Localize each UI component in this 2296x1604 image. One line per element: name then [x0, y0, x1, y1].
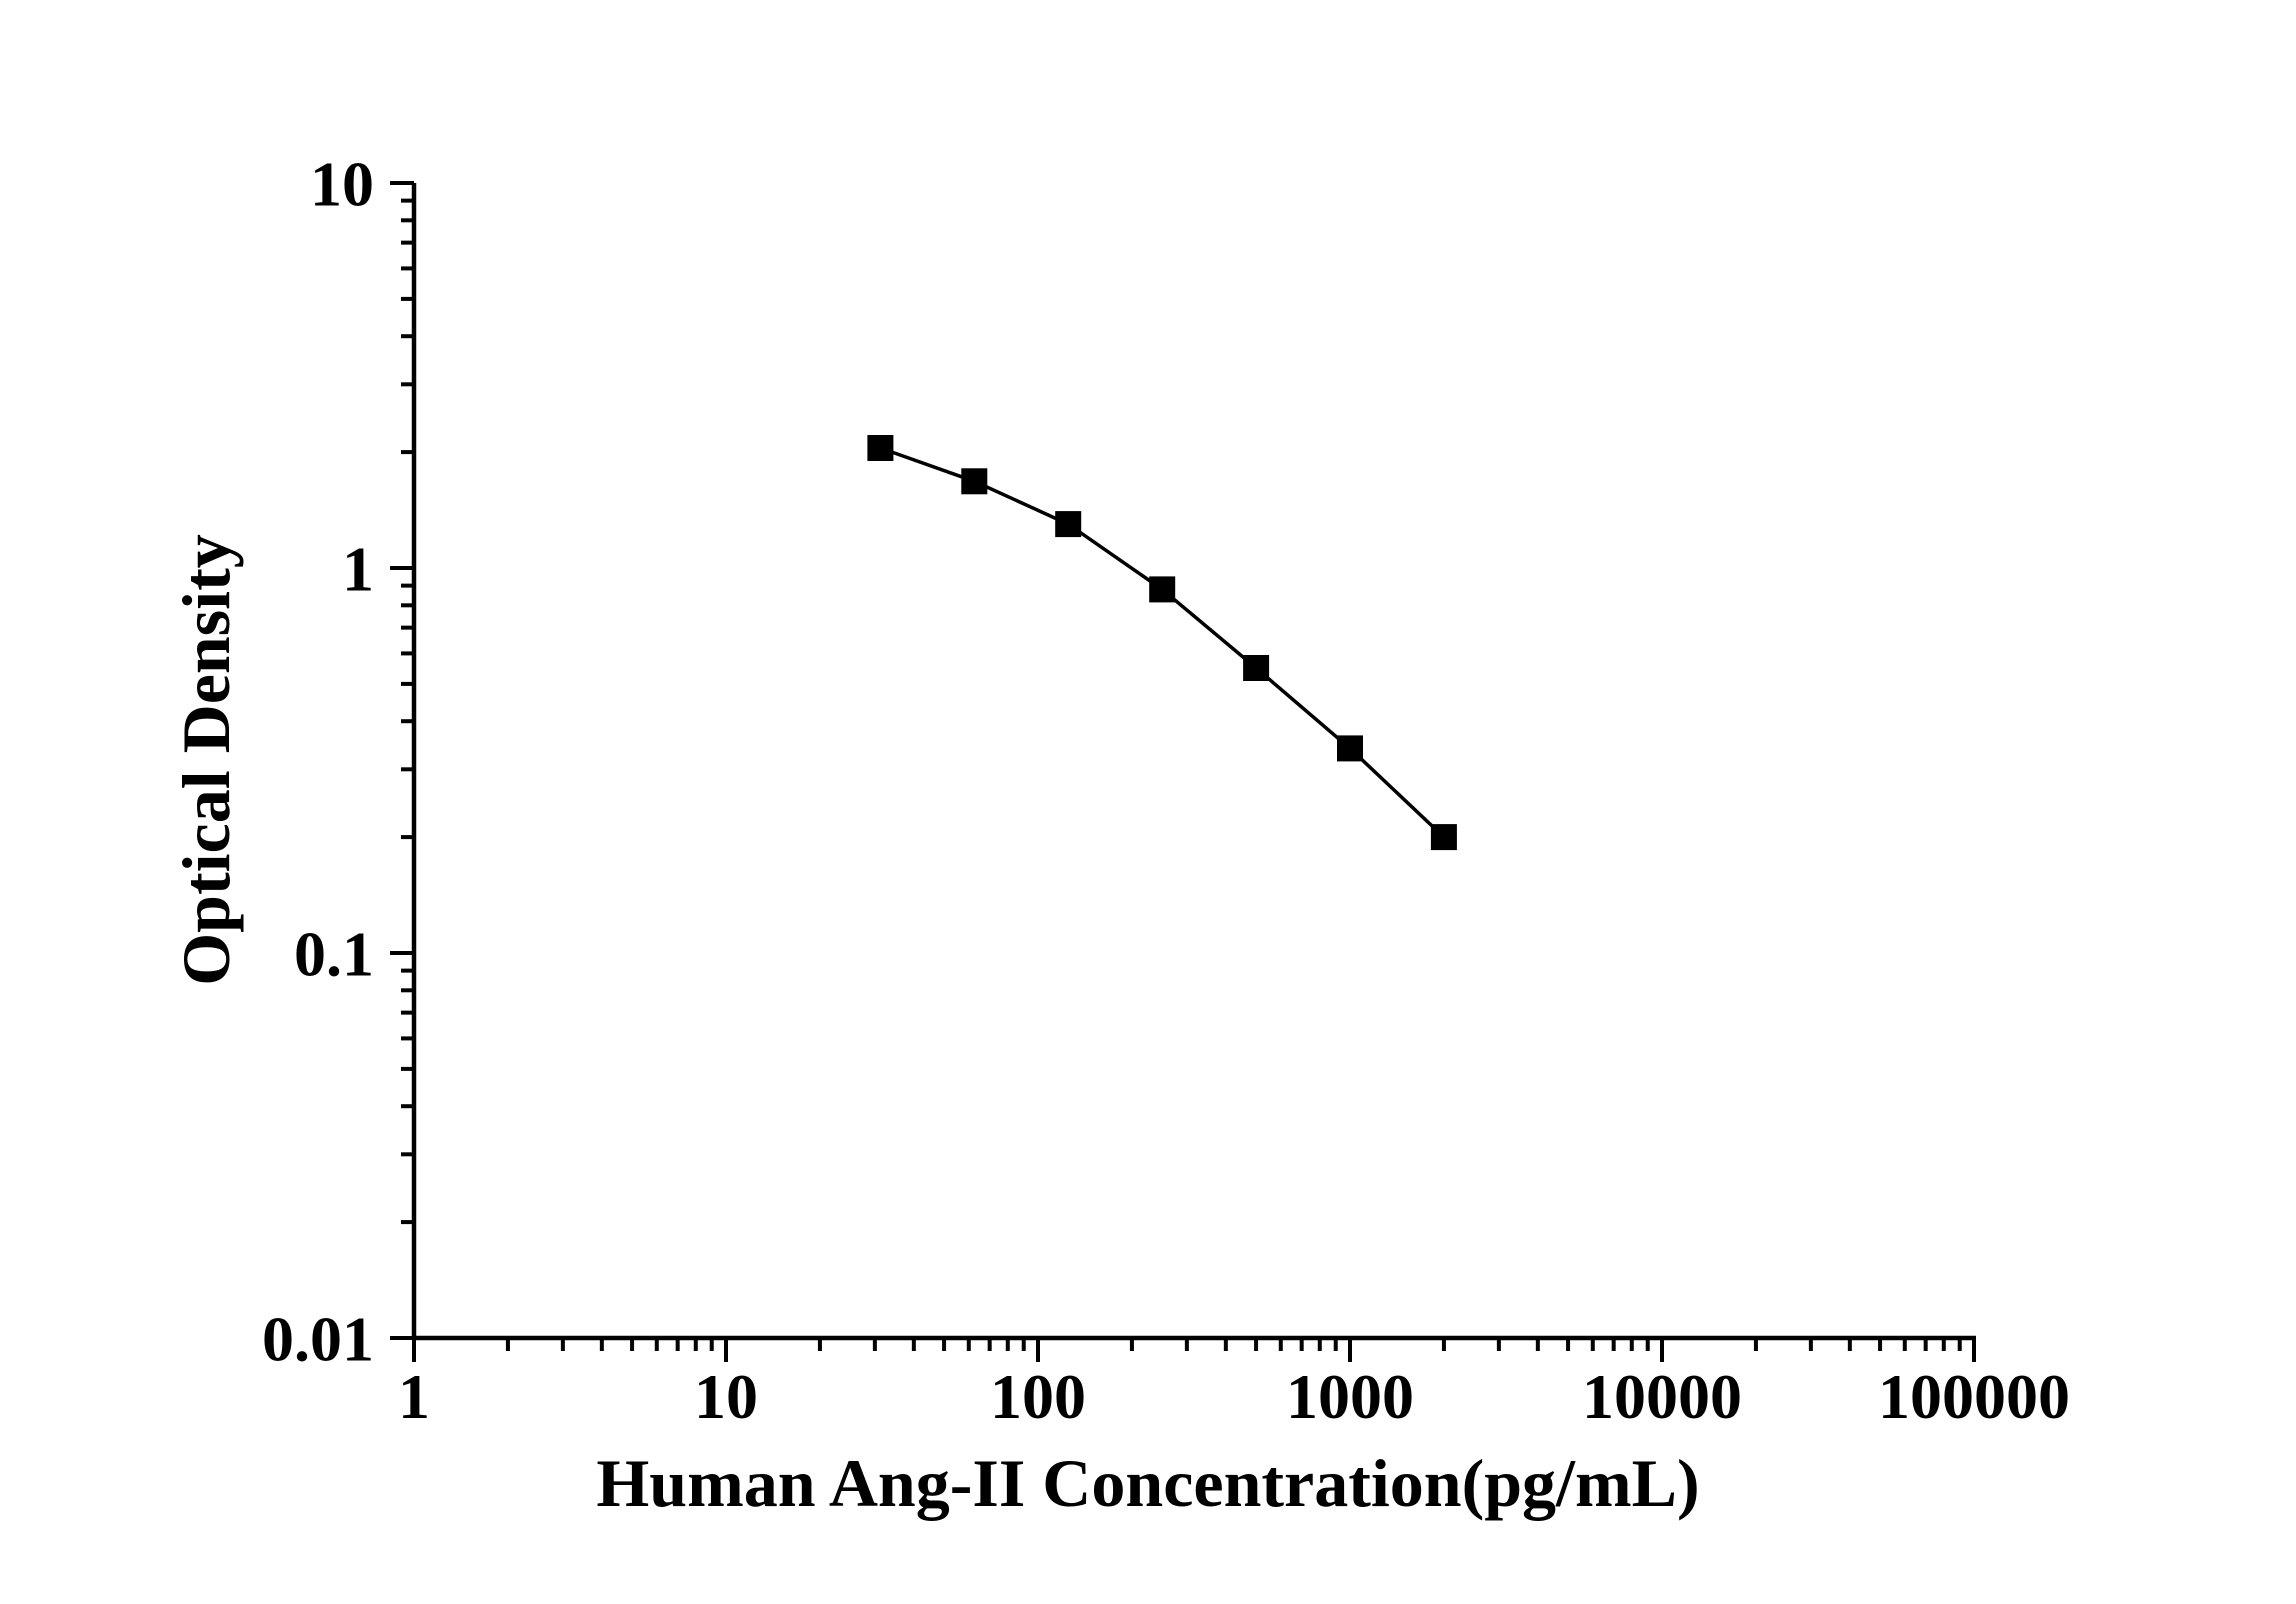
x-axis-tick-labels: 1 10 100 1000 10000 100000 — [398, 1361, 2070, 1432]
x-tick-label: 100 — [990, 1361, 1086, 1432]
data-point-marker — [1337, 735, 1363, 762]
data-point-marker — [1055, 511, 1082, 538]
data-point-marker — [961, 468, 988, 495]
y-tick-label: 1 — [342, 533, 374, 604]
y-tick-label: 0.01 — [262, 1303, 374, 1374]
x-tick-label: 10 — [694, 1361, 758, 1432]
data-point-marker — [1430, 824, 1457, 851]
y-tick-label: 10 — [310, 148, 374, 219]
y-axis-title: Optical Density — [168, 534, 244, 985]
data-point-marker — [1243, 655, 1270, 681]
y-tick-label: 0.1 — [294, 918, 374, 989]
x-axis-major-ticks — [412, 1338, 1976, 1362]
x-tick-label: 10000 — [1582, 1361, 1742, 1432]
data-series — [867, 435, 1457, 851]
x-tick-label: 100000 — [1878, 1361, 2070, 1432]
data-point-marker — [867, 435, 894, 461]
y-axis-major-ticks — [390, 181, 414, 1340]
x-axis-title: Human Ang-II Concentration(pg/mL) — [596, 1445, 1699, 1521]
y-axis-tick-labels: 0.01 0.1 1 10 — [262, 148, 374, 1374]
data-point-marker — [1149, 576, 1176, 603]
x-tick-label: 1000 — [1286, 1361, 1414, 1432]
x-tick-label: 1 — [398, 1361, 430, 1432]
